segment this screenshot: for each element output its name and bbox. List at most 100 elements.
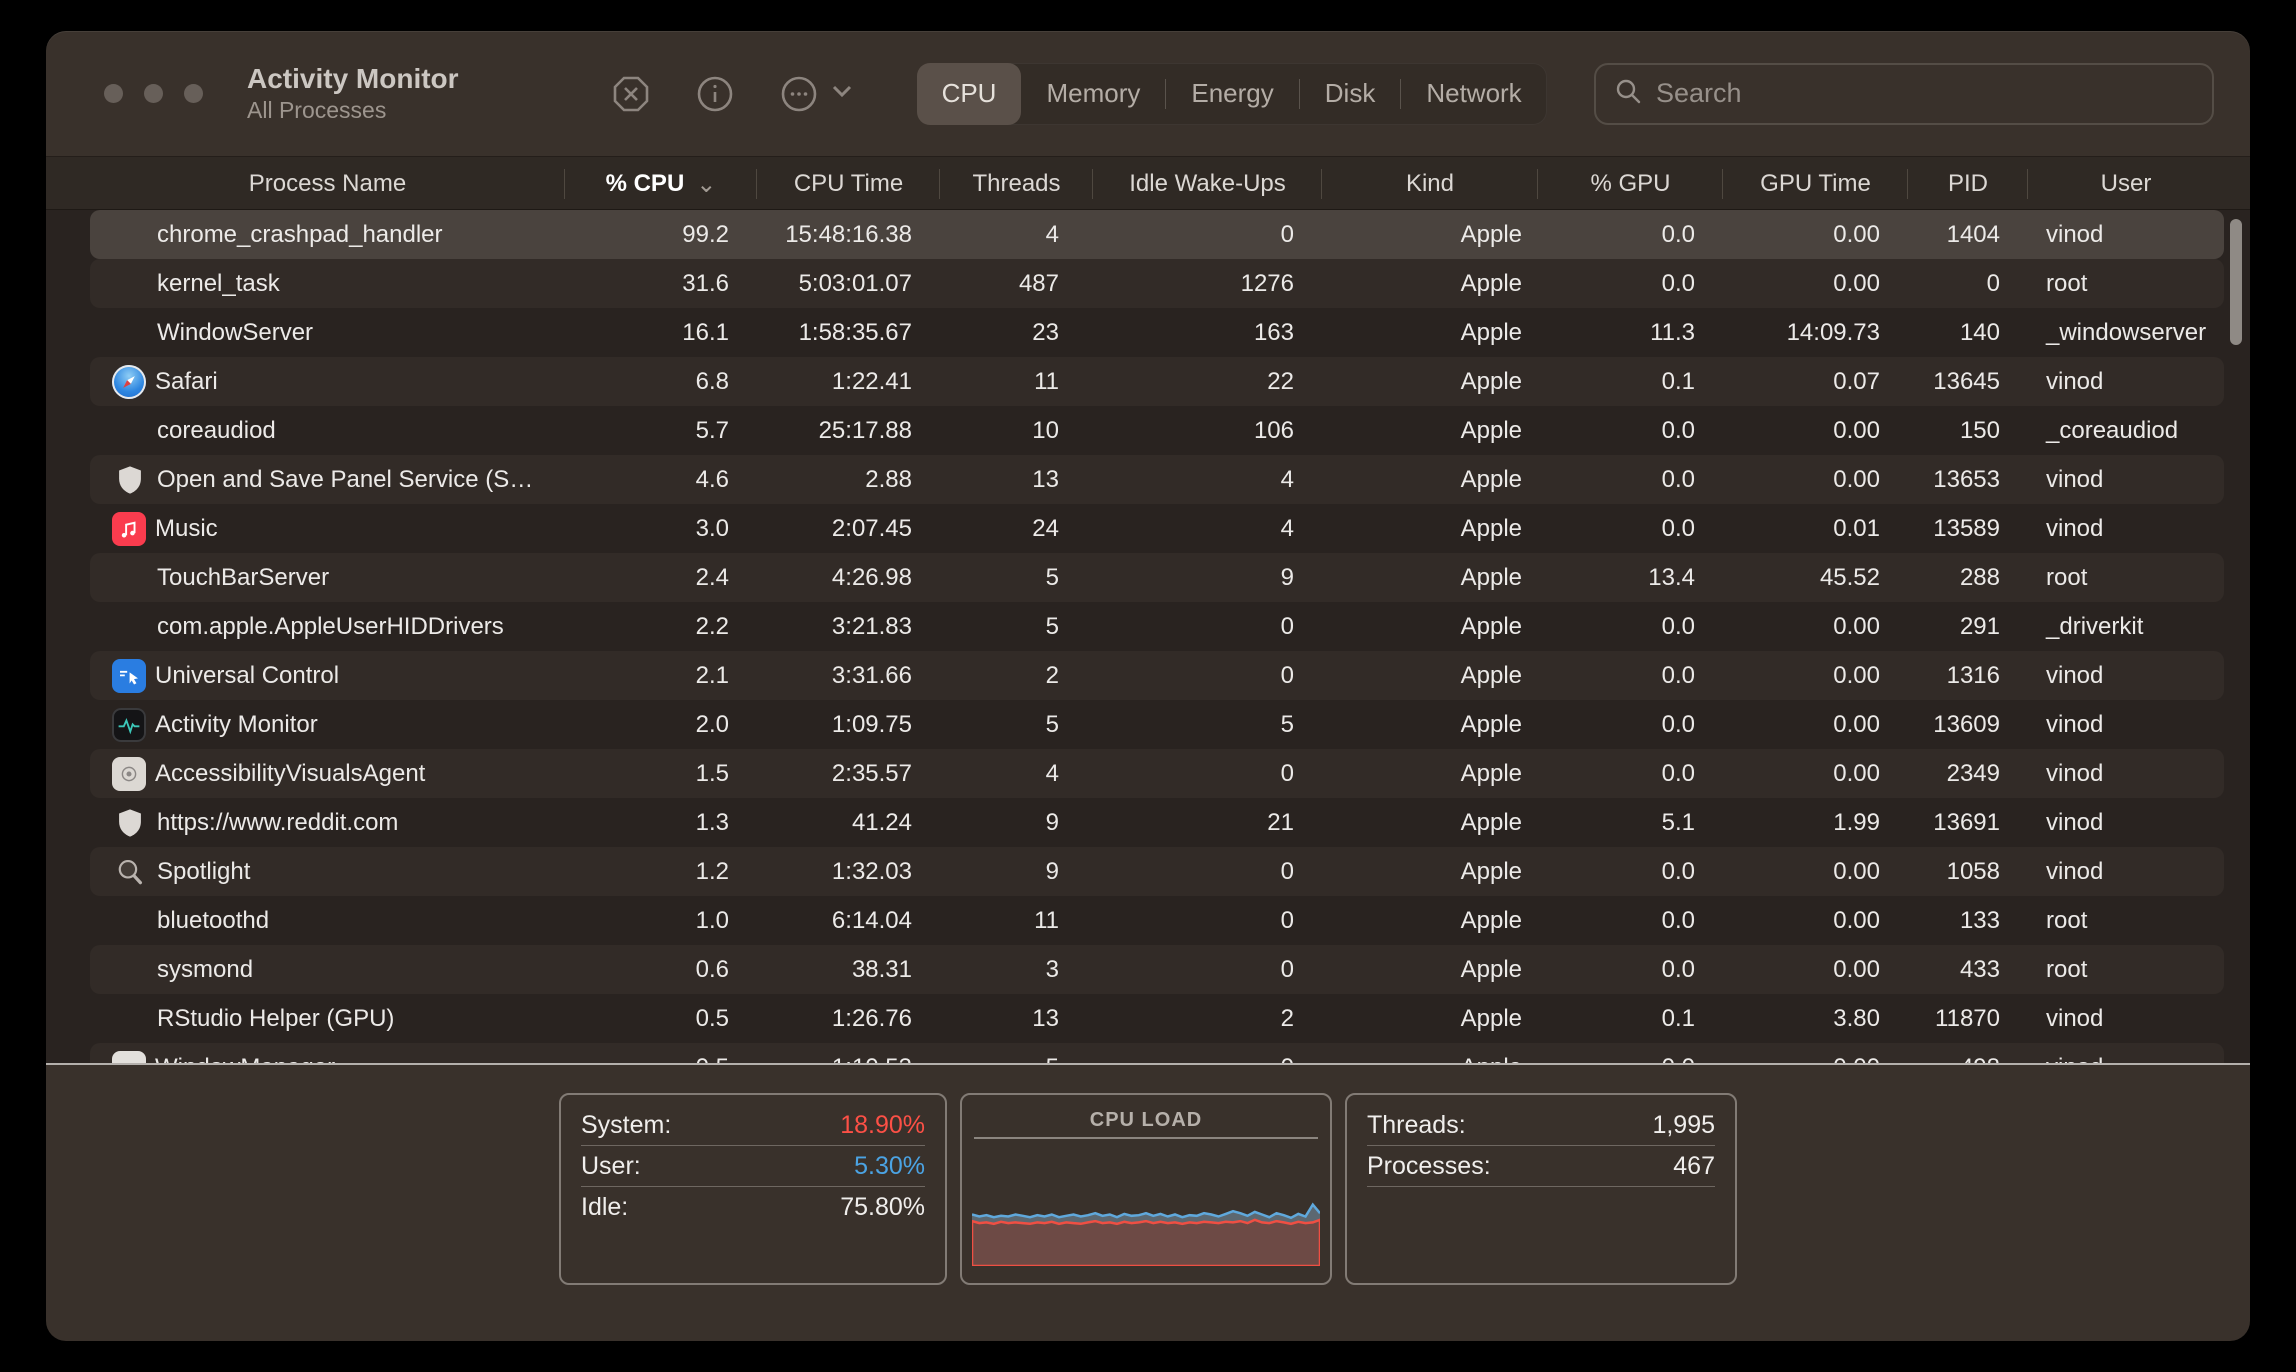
- table-row[interactable]: Spotlight 1.2 1:32.03 9 0 Apple 0.0 0.00…: [90, 847, 2224, 896]
- user-cell: vinod: [2028, 515, 2224, 543]
- tab-network[interactable]: Network: [1401, 63, 1546, 125]
- cpu-time-cell: 15:48:16.38: [757, 221, 940, 249]
- column-header-pid[interactable]: PID: [1908, 157, 2028, 211]
- table-row[interactable]: Open and Save Panel Service (S… 4.6 2.88…: [90, 455, 2224, 504]
- table-row[interactable]: Universal Control 2.1 3:31.66 2 0 Apple …: [90, 651, 2224, 700]
- cpu-load-title: CPU LOAD: [962, 1103, 1330, 1137]
- cpu-time-cell: 5:03:01.07: [757, 270, 940, 298]
- kind-cell: Apple: [1322, 515, 1538, 543]
- pid-cell: 1316: [1908, 662, 2028, 690]
- stop-process-button[interactable]: [609, 72, 653, 116]
- user-cell: vinod: [2028, 711, 2224, 739]
- search-field[interactable]: [1594, 63, 2214, 125]
- activity-monitor-window: Activity Monitor All Processes: [46, 31, 2250, 1341]
- cpu-time-cell: 3:21.83: [757, 613, 940, 641]
- tab-memory[interactable]: Memory: [1021, 63, 1165, 125]
- column-header-idle-wake-ups[interactable]: Idle Wake-Ups: [1093, 157, 1322, 211]
- title-block: Activity Monitor All Processes: [247, 63, 459, 124]
- stat-value: 1,995: [1652, 1111, 1715, 1140]
- process-name-cell: WindowManager: [90, 1051, 565, 1064]
- user-cell: vinod: [2028, 662, 2224, 690]
- column-header--cpu[interactable]: % CPU⌄: [565, 157, 757, 211]
- column-header--gpu[interactable]: % GPU: [1538, 157, 1723, 211]
- process-icon: [112, 609, 148, 645]
- table-row[interactable]: WindowManager 0.5 1:10.53 5 0 Apple 0.0 …: [90, 1043, 2224, 1063]
- zoom-window-button[interactable]: [184, 84, 203, 103]
- pid-cell: 150: [1908, 417, 2028, 445]
- tab-cpu[interactable]: CPU: [917, 63, 1022, 125]
- threads-cell: 5: [940, 564, 1093, 592]
- kind-cell: Apple: [1322, 368, 1538, 396]
- kind-cell: Apple: [1322, 270, 1538, 298]
- cpu-time-cell: 1:22.41: [757, 368, 940, 396]
- idle-wakeups-cell: 163: [1093, 319, 1322, 347]
- table-row[interactable]: RStudio Helper (GPU) 0.5 1:26.76 13 2 Ap…: [90, 994, 2224, 1043]
- threads-cell: 13: [940, 466, 1093, 494]
- table-row[interactable]: com.apple.AppleUserHIDDrivers 2.2 3:21.8…: [90, 602, 2224, 651]
- process-name: sysmond: [157, 956, 253, 984]
- gpu-cell: 0.0: [1538, 613, 1723, 641]
- cpu-cell: 2.1: [565, 662, 757, 690]
- pid-cell: 1058: [1908, 858, 2028, 886]
- user-cell: _coreaudiod: [2028, 417, 2224, 445]
- table-row[interactable]: sysmond 0.6 38.31 3 0 Apple 0.0 0.00 433…: [90, 945, 2224, 994]
- kind-cell: Apple: [1322, 319, 1538, 347]
- table-row[interactable]: chrome_crashpad_handler 99.2 15:48:16.38…: [90, 210, 2224, 259]
- process-name: AccessibilityVisualsAgent: [155, 760, 425, 788]
- tab-disk[interactable]: Disk: [1300, 63, 1401, 125]
- desktop: { "window": { "title": "Activity Monitor…: [0, 0, 2296, 1372]
- threads-cell: 4: [940, 760, 1093, 788]
- idle-wakeups-cell: 21: [1093, 809, 1322, 837]
- table-row[interactable]: AccessibilityVisualsAgent 1.5 2:35.57 4 …: [90, 749, 2224, 798]
- gpu-cell: 0.0: [1538, 858, 1723, 886]
- table-row[interactable]: https://www.reddit.com 1.3 41.24 9 21 Ap…: [90, 798, 2224, 847]
- table-row[interactable]: WindowServer 16.1 1:58:35.67 23 163 Appl…: [90, 308, 2224, 357]
- column-header-cpu-time[interactable]: CPU Time: [757, 157, 940, 211]
- table-row[interactable]: Activity Monitor 2.0 1:09.75 5 5 Apple 0…: [90, 700, 2224, 749]
- process-name-cell: Safari: [90, 365, 565, 399]
- column-header-kind[interactable]: Kind: [1322, 157, 1538, 211]
- column-header-threads[interactable]: Threads: [940, 157, 1093, 211]
- process-name: Activity Monitor: [155, 711, 318, 739]
- column-header-process-name[interactable]: Process Name: [90, 157, 565, 211]
- table-header: Process Name% CPU⌄CPU TimeThreadsIdle Wa…: [46, 156, 2250, 210]
- process-name-cell: Universal Control: [90, 659, 565, 693]
- scrollbar-thumb[interactable]: [2230, 219, 2242, 345]
- gpu-time-cell: 0.00: [1723, 760, 1908, 788]
- table-row[interactable]: Safari 6.8 1:22.41 11 22 Apple 0.1 0.07 …: [90, 357, 2224, 406]
- idle-wakeups-cell: 0: [1093, 956, 1322, 984]
- gpu-time-cell: 0.00: [1723, 662, 1908, 690]
- process-name-cell: RStudio Helper (GPU): [90, 1001, 565, 1037]
- tab-energy[interactable]: Energy: [1166, 63, 1298, 125]
- inspect-info-icon: [693, 72, 737, 116]
- search-input[interactable]: [1654, 77, 2194, 110]
- threads-cell: 9: [940, 858, 1093, 886]
- column-header-gpu-time[interactable]: GPU Time: [1723, 157, 1908, 211]
- window-title: Activity Monitor: [247, 63, 459, 94]
- inspect-process-button[interactable]: [693, 72, 737, 116]
- cpu-cell: 2.2: [565, 613, 757, 641]
- table-row[interactable]: bluetoothd 1.0 6:14.04 11 0 Apple 0.0 0.…: [90, 896, 2224, 945]
- table-row[interactable]: coreaudiod 5.7 25:17.88 10 106 Apple 0.0…: [90, 406, 2224, 455]
- stat-value: 18.90%: [840, 1111, 925, 1140]
- more-options-button[interactable]: [777, 72, 853, 116]
- user-cell: vinod: [2028, 809, 2224, 837]
- threads-cell: 23: [940, 319, 1093, 347]
- column-label: PID: [1948, 170, 1988, 198]
- kind-cell: Apple: [1322, 1054, 1538, 1064]
- gpu-cell: 5.1: [1538, 809, 1723, 837]
- table-row[interactable]: Music 3.0 2:07.45 24 4 Apple 0.0 0.01 13…: [90, 504, 2224, 553]
- stat-row: Threads: 1,995: [1367, 1105, 1715, 1145]
- table-row[interactable]: TouchBarServer 2.4 4:26.98 5 9 Apple 13.…: [90, 553, 2224, 602]
- table-row[interactable]: kernel_task 31.6 5:03:01.07 487 1276 App…: [90, 259, 2224, 308]
- process-name: RStudio Helper (GPU): [157, 1005, 394, 1033]
- stat-label: Threads:: [1367, 1111, 1466, 1140]
- column-header-user[interactable]: User: [2028, 157, 2224, 211]
- close-window-button[interactable]: [104, 84, 123, 103]
- cpu-cell: 31.6: [565, 270, 757, 298]
- column-label: % GPU: [1590, 170, 1670, 198]
- stat-row: Processes:467: [1367, 1146, 1715, 1186]
- cpu-time-cell: 1:58:35.67: [757, 319, 940, 347]
- stat-value: 75.80%: [840, 1193, 925, 1222]
- minimize-window-button[interactable]: [144, 84, 163, 103]
